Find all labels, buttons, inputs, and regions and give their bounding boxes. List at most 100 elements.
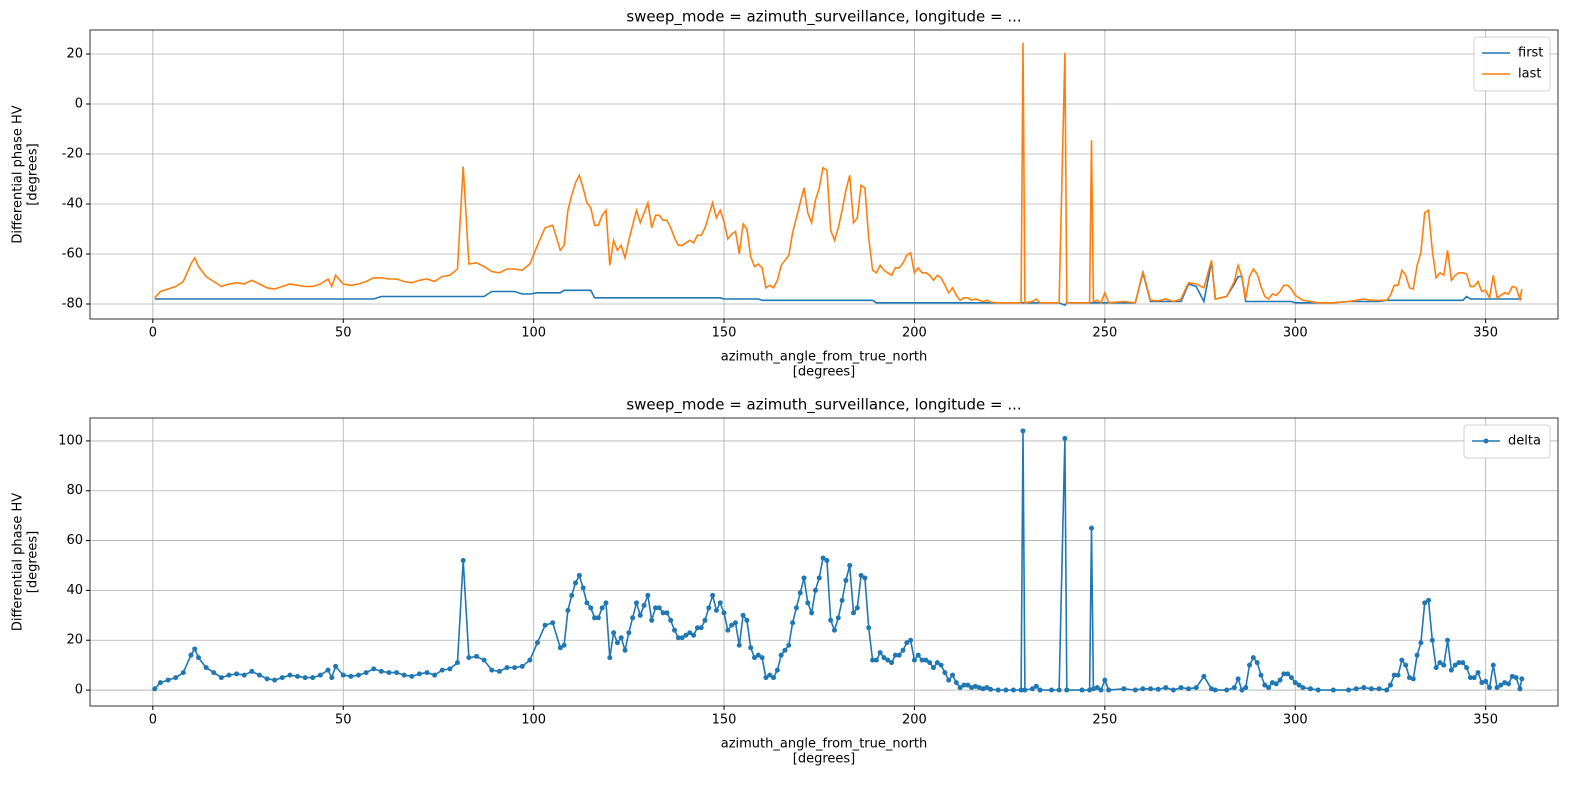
legend-label: first [1518, 46, 1543, 61]
data-point [481, 657, 487, 663]
data-point [264, 676, 270, 682]
data-point [607, 655, 613, 661]
data-point [1406, 675, 1412, 681]
y-tick-label: 0 [75, 97, 83, 112]
data-point [900, 647, 906, 653]
data-point [927, 660, 933, 666]
data-point [325, 667, 331, 673]
data-point [371, 666, 377, 672]
data-point [1467, 675, 1473, 681]
x-tick-label: 50 [335, 326, 352, 341]
x-tick-label: 0 [149, 326, 157, 341]
data-point [1519, 676, 1525, 682]
data-point [866, 625, 872, 631]
data-point [256, 672, 262, 678]
x-tick-label: 150 [712, 713, 737, 728]
data-point [1426, 597, 1432, 603]
data-point [668, 617, 674, 623]
series-line [154, 261, 1522, 307]
data-point [744, 617, 750, 623]
data-point [534, 640, 540, 646]
data-point [626, 630, 632, 636]
data-point [386, 670, 392, 676]
data-point [831, 627, 837, 633]
data-point [241, 672, 247, 678]
data-point [805, 600, 811, 606]
data-point [1353, 686, 1359, 692]
data-point [763, 675, 769, 681]
data-point [1460, 660, 1466, 666]
data-point [1247, 662, 1253, 668]
data-point [211, 670, 217, 676]
data-point [660, 610, 666, 616]
data-point [1281, 671, 1287, 677]
data-point [454, 660, 460, 666]
data-point [759, 655, 765, 661]
data-point [984, 685, 990, 691]
data-point [1090, 686, 1096, 692]
data-point [561, 642, 567, 648]
data-point [1376, 686, 1382, 692]
data-point [394, 670, 400, 676]
data-point [1049, 687, 1055, 693]
data-point [748, 645, 754, 651]
data-point [432, 672, 438, 678]
y-tick-label: -80 [62, 297, 83, 312]
data-point [729, 622, 735, 628]
data-point [1498, 682, 1504, 688]
data-point [679, 635, 685, 641]
data-point [1475, 670, 1481, 676]
data-point [1235, 676, 1241, 682]
x-tick-label: 250 [1092, 713, 1117, 728]
data-point [1121, 686, 1127, 692]
plot-frame [89, 417, 1559, 707]
data-point [1208, 686, 1214, 692]
y-tick-label: 40 [66, 583, 83, 598]
data-point [447, 666, 453, 672]
data-point [664, 610, 670, 616]
data-point [1422, 600, 1428, 606]
data-point [698, 625, 704, 631]
data-point [839, 597, 845, 603]
x-tick-label: 250 [1092, 326, 1117, 341]
chart-title: sweep_mode = azimuth_surveillance, longi… [626, 396, 1021, 415]
data-point [995, 687, 1001, 693]
data-point [226, 672, 232, 678]
data-point [1505, 681, 1511, 687]
data-point [1102, 677, 1108, 683]
data-point [767, 672, 773, 678]
y-tick-label: 80 [66, 483, 83, 498]
data-point [885, 657, 891, 663]
legend-box [1463, 424, 1551, 459]
data-point [752, 655, 758, 661]
data-point [1239, 687, 1245, 693]
data-point [652, 605, 658, 611]
data-point [1330, 687, 1336, 693]
data-point [1089, 525, 1095, 531]
data-point [592, 615, 598, 621]
data-point [637, 612, 643, 618]
data-point [1094, 685, 1100, 691]
data-point [1410, 676, 1416, 682]
data-point [732, 620, 738, 626]
data-point [641, 602, 647, 608]
data-point [881, 655, 887, 661]
y-tick-label: -40 [62, 197, 83, 212]
data-point [173, 675, 179, 681]
x-tick-label: 300 [1283, 713, 1308, 728]
data-point [816, 575, 822, 581]
data-point [1193, 685, 1199, 691]
data-point [793, 605, 799, 611]
y-tick-label: 0 [75, 683, 83, 698]
data-point [409, 673, 415, 679]
data-point [1448, 667, 1454, 673]
y-axis-label: Differential phase HV [11, 493, 26, 631]
data-point [969, 685, 975, 691]
data-point [348, 673, 354, 679]
data-point [1262, 682, 1268, 688]
data-point [565, 607, 571, 613]
data-point [611, 630, 617, 636]
data-point [1288, 675, 1294, 681]
data-point [1517, 686, 1523, 692]
data-point [1020, 428, 1026, 434]
